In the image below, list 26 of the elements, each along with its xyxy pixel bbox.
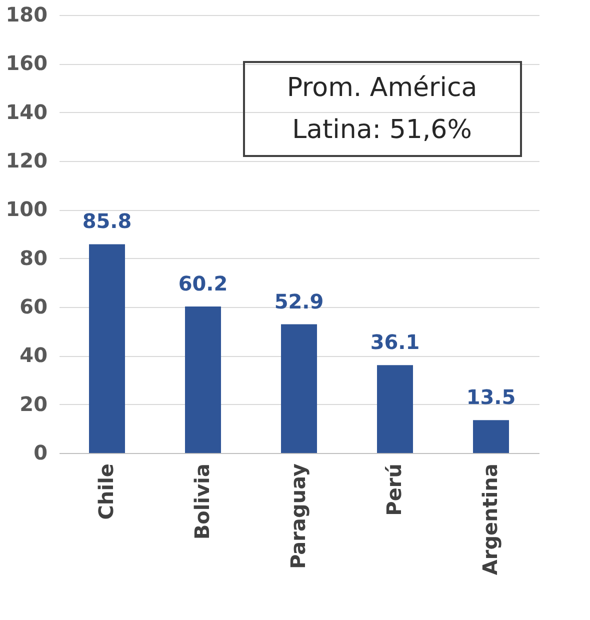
x-tick-label: Paraguay — [286, 464, 310, 569]
y-tick-label: 80 — [20, 246, 48, 270]
x-tick-label: Bolivia — [190, 464, 214, 540]
y-tick-label: 40 — [20, 343, 48, 368]
y-tick-label: 180 — [6, 2, 48, 26]
bar — [281, 324, 317, 453]
y-tick-label: 60 — [20, 294, 48, 318]
y-tick-label: 120 — [6, 148, 48, 172]
x-tick-label: Chile — [94, 464, 118, 520]
annotation: Prom. América Latina: 51,6% — [286, 73, 478, 145]
bar — [89, 244, 125, 453]
x-tick-label: Perú — [382, 464, 406, 516]
y-tick-label: 100 — [6, 197, 48, 222]
y-tick-label: 20 — [20, 392, 48, 416]
y-tick-label: 160 — [6, 51, 48, 76]
data-label: 13.5 — [466, 385, 516, 410]
data-label: 36.1 — [370, 330, 420, 354]
bar — [185, 306, 221, 453]
data-label: 85.8 — [82, 209, 132, 234]
y-tick-label: 0 — [34, 440, 48, 464]
x-tick-label: Argentina — [478, 464, 502, 576]
data-label: 52.9 — [274, 289, 324, 314]
y-tick-label: 140 — [6, 100, 48, 124]
bar — [473, 420, 509, 453]
bar — [377, 365, 413, 453]
data-label: 60.2 — [178, 272, 228, 296]
